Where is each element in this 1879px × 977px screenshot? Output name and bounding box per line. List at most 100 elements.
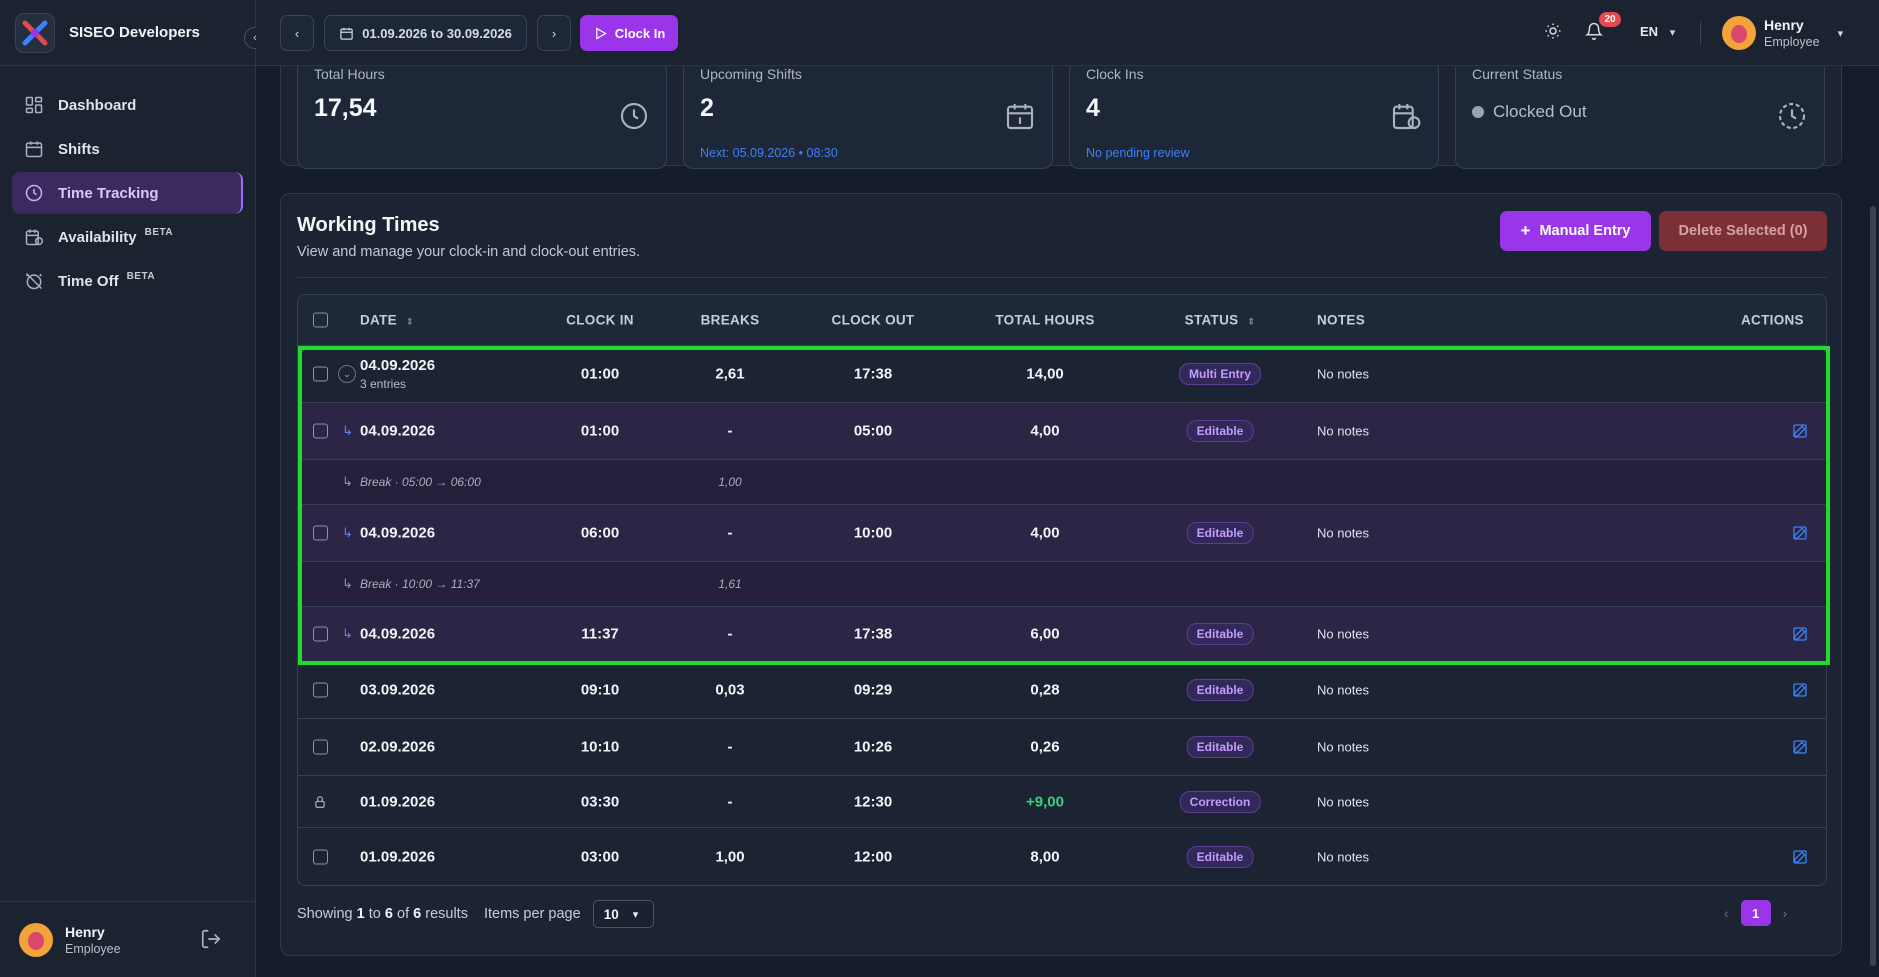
sidebar-item-shifts[interactable]: Shifts [12, 128, 243, 170]
stat-value: 17,54 [314, 94, 377, 122]
page-button-current[interactable]: 1 [1740, 900, 1771, 926]
next-page-button[interactable]: › [1782, 905, 1788, 921]
range-total: 6 [413, 906, 422, 922]
user-name: Henry [65, 923, 105, 940]
break-duration: 1,00 [718, 475, 742, 489]
table-row[interactable]: 01.09.2026 03:30 - 12:30 +9,00 Correctio… [298, 776, 1826, 828]
row-breaks: 1,00 [715, 848, 745, 865]
break-row: ↳ Break · 05:00 → 06:00 1,00 [298, 460, 1826, 505]
row-clock-out: 09:29 [853, 681, 893, 699]
divider [297, 277, 1827, 278]
brand[interactable]: SISEO Developers [0, 0, 255, 66]
prev-page-button[interactable]: ‹ [1724, 905, 1729, 921]
date-range-picker[interactable]: 01.09.2026 to 30.09.2026 [324, 15, 527, 51]
of-label: of [397, 906, 410, 922]
table-header: DATE ⇕ CLOCK IN BREAKS CLOCK OUT TOTAL H… [298, 295, 1826, 346]
stat-card-upcoming-shifts: Upcoming Shifts 2 Next: 05.09.2026 • 08:… [683, 66, 1053, 169]
stat-card-current-status: Current Status Clocked Out [1455, 66, 1825, 169]
status-badge: Editable [1186, 623, 1254, 645]
row-checkbox[interactable] [313, 849, 328, 864]
header-status[interactable]: STATUS ⇕ [1184, 312, 1256, 328]
table-subrow[interactable]: ↳ 04.09.2026 01:00 - 05:00 4,00 Editable… [298, 403, 1826, 460]
row-total-hours: 8,00 [1030, 848, 1060, 865]
theme-toggle-icon[interactable] [1544, 22, 1562, 40]
row-clock-out: 12:00 [853, 848, 893, 865]
edit-icon[interactable] [1792, 849, 1808, 865]
edit-icon[interactable] [1792, 682, 1808, 698]
row-total-hours: 6,00 [1030, 625, 1060, 643]
status-text: Clocked Out [1493, 102, 1587, 121]
status-dot [1472, 106, 1484, 118]
row-clock-out: 17:38 [853, 365, 893, 383]
table-row[interactable]: 01.09.2026 03:00 1,00 12:00 8,00 Editabl… [298, 828, 1826, 885]
bell-icon[interactable] [1585, 22, 1603, 40]
row-checkbox[interactable] [313, 739, 328, 755]
row-notes: No notes [1317, 626, 1370, 642]
table-subrow[interactable]: ↳ 04.09.2026 11:37 - 17:38 6,00 Editable… [298, 607, 1826, 662]
items-per-page-select[interactable]: 10 ▾ [592, 900, 654, 928]
row-checkbox[interactable] [313, 626, 328, 642]
row-breaks: - [727, 524, 733, 542]
scrollbar[interactable] [1870, 206, 1876, 966]
avatar[interactable] [19, 922, 53, 957]
expand-toggle-icon[interactable]: ⌄ [338, 365, 356, 383]
sidebar-item-label: Availability [58, 228, 137, 246]
row-checkbox[interactable] [313, 366, 328, 382]
beta-badge: BETA [126, 270, 156, 282]
prev-period-button[interactable]: ‹ [280, 15, 314, 51]
edit-icon[interactable] [1792, 423, 1808, 439]
row-date: 04.09.2026 [360, 422, 436, 440]
header-date[interactable]: DATE ⇕ [360, 312, 414, 328]
header-total-hours: TOTAL HOURS [995, 312, 1095, 328]
per-page-value: 10 [603, 906, 619, 922]
entries-count: 3 entries [360, 376, 407, 391]
edit-icon[interactable] [1792, 739, 1808, 755]
avatar [1722, 16, 1756, 50]
row-date: 01.09.2026 [360, 793, 436, 810]
sidebar-nav: Dashboard Shifts Time Tracking Availabil… [0, 66, 255, 322]
row-clock-out: 17:38 [853, 625, 893, 643]
row-total-hours: +9,00 [1026, 793, 1064, 810]
chevron-left-icon: ‹ [294, 25, 300, 41]
sidebar-item-dashboard[interactable]: Dashboard [12, 84, 243, 126]
table-row[interactable]: 03.09.2026 09:10 0,03 09:29 0,28 Editabl… [298, 662, 1826, 719]
edit-icon[interactable] [1792, 626, 1808, 642]
sidebar-item-label: Shifts [58, 140, 100, 158]
row-checkbox[interactable] [313, 682, 328, 698]
user-menu[interactable]: Henry Employee ▾ [1722, 16, 1843, 50]
logout-icon[interactable] [200, 928, 222, 950]
subentry-arrow-icon: ↳ [342, 474, 353, 489]
row-clock-out: 12:30 [853, 793, 893, 810]
row-clock-out: 10:26 [853, 738, 893, 756]
sidebar-item-label: Time Off [58, 272, 119, 290]
row-breaks: - [727, 738, 733, 756]
chevron-down-icon: ▾ [1669, 27, 1676, 39]
header-actions: ACTIONS [1741, 312, 1804, 328]
beta-badge: BETA [144, 226, 174, 238]
break-row: ↳ Break · 10:00 → 11:37 1,61 [298, 562, 1826, 607]
row-notes: No notes [1317, 849, 1370, 864]
row-checkbox[interactable] [313, 525, 328, 541]
table-row-group[interactable]: ⌄ 04.09.2026 3 entries 01:00 2,61 17:38 1… [298, 346, 1826, 403]
delete-selected-button[interactable]: Delete Selected (0) [1659, 211, 1827, 251]
row-clock-in: 01:00 [580, 365, 620, 383]
clock-in-button[interactable]: Clock In [580, 15, 678, 51]
edit-icon[interactable] [1792, 525, 1808, 541]
sidebar-item-time-tracking[interactable]: Time Tracking [12, 172, 243, 214]
language-selector[interactable]: EN ▾ [1640, 24, 1675, 39]
manual-entry-button[interactable]: + Manual Entry [1500, 211, 1651, 251]
next-period-button[interactable]: › [537, 15, 571, 51]
chevron-down-icon: ▾ [632, 908, 639, 921]
stat-sub: Next: 05.09.2026 • 08:30 [700, 146, 838, 160]
row-date: 04.09.2026 [360, 625, 436, 643]
row-checkbox[interactable] [313, 423, 328, 439]
select-all-checkbox[interactable] [313, 312, 328, 328]
sidebar-item-time-off[interactable]: Time Off BETA [12, 260, 243, 302]
results-label: results [425, 906, 468, 922]
sidebar-item-availability[interactable]: Availability BETA [12, 216, 243, 258]
working-times-table: DATE ⇕ CLOCK IN BREAKS CLOCK OUT TOTAL H… [297, 294, 1827, 886]
table-row[interactable]: 02.09.2026 10:10 - 10:26 0,26 Editable N… [298, 719, 1826, 776]
table-subrow[interactable]: ↳ 04.09.2026 06:00 - 10:00 4,00 Editable… [298, 505, 1826, 562]
stat-sub: No pending review [1086, 146, 1190, 160]
status-badge: Editable [1186, 679, 1254, 701]
